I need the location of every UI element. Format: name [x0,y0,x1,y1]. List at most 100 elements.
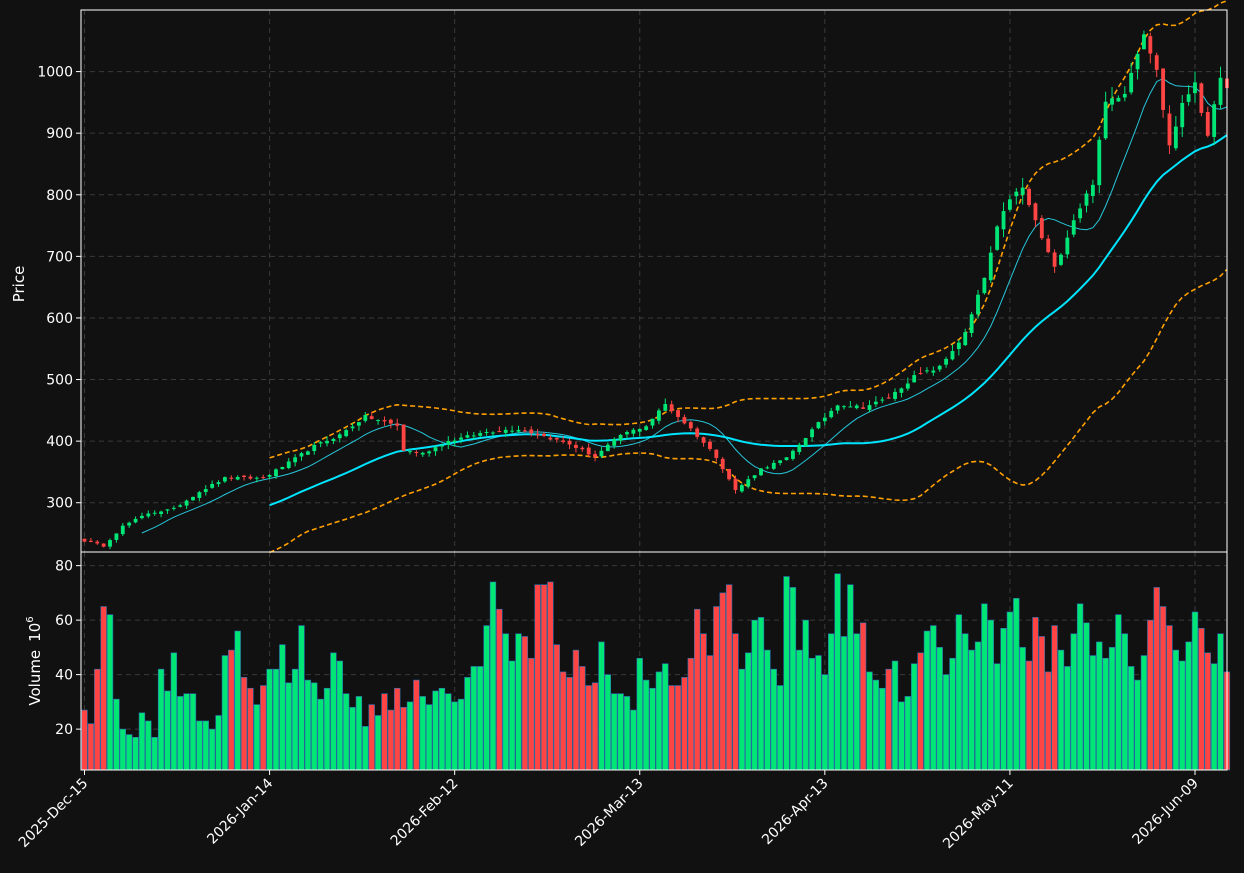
candle-body [854,405,859,409]
volume-bar [291,668,299,771]
candle-body [1135,53,1140,70]
volume-bar [866,671,873,771]
candle-body [146,513,151,517]
volume-bar [355,696,363,771]
volume-bar [821,674,829,771]
candle-body [344,430,349,437]
candle-body [312,444,317,452]
volume-axis-ticks: 20 40 60 80 [55,559,81,738]
volume-bar [106,614,114,771]
volume-panel-frame [80,551,1228,771]
candle-body [235,477,240,480]
volume-bar [381,693,388,771]
volume-bar [183,693,190,771]
volume-bar [1089,655,1097,771]
volume-bar [1210,663,1218,771]
candle-body [491,432,495,434]
candle-body [759,468,763,476]
candle-body [810,429,814,438]
volume-bar [987,619,994,771]
volume-bar [342,693,350,771]
candle-body [893,391,897,399]
candle-body [165,509,170,511]
volume-bar [438,687,446,771]
volume-bar [323,687,331,771]
candle-body [318,442,323,444]
candle-body [956,342,961,350]
candle-body [912,375,917,383]
volume-bar [930,625,937,771]
volume-bar [279,644,286,771]
volume-axis-exponent: 6 [25,616,36,622]
candle-body [216,482,221,485]
candle-body [663,404,668,411]
volume-bar [208,728,216,771]
volume-bar [847,584,854,771]
candle-body [822,417,827,422]
volume-bar [1185,641,1192,771]
volume-bar [445,693,452,771]
volume-bar [1204,652,1211,771]
upper-band-line [269,0,1228,459]
volume-bar [298,625,305,771]
volume-bar [911,663,918,771]
volume-bar [1128,666,1135,771]
volume-axis-label-text: Volume [26,650,44,706]
candle-body [452,440,457,443]
candle-body [159,511,164,515]
candle-body [765,467,770,469]
volume-bar [764,649,771,771]
volume-bar [617,693,624,771]
volume-bar [534,584,541,771]
volume-bar [859,622,867,771]
volume-bar [394,687,401,771]
candle-body [471,435,476,437]
candle-body [108,540,112,547]
volume-bar [94,668,101,771]
candle-body [867,405,872,410]
candle-body [1148,36,1153,54]
volume-bar [585,685,592,771]
candle-body [357,422,361,426]
candle-body [101,543,106,547]
volume-bar [247,687,254,771]
candle-body [1097,139,1102,186]
volume-bar [1076,603,1084,771]
candle-body [816,422,821,429]
candle-body [82,538,87,542]
candle-body [1142,34,1146,50]
candle-body [510,430,515,432]
volume-bar [304,679,312,771]
candle-body [708,441,712,449]
candle-body [1180,102,1185,128]
candle-body [293,457,298,463]
volume-bar [898,701,905,771]
candle-body [1186,94,1191,102]
candle-body [625,432,629,435]
candle-body [229,477,234,479]
price-tick-label: 700 [46,249,73,265]
volume-bar [1115,614,1122,771]
candle-body [395,423,400,426]
volume-bar [240,677,248,771]
volume-bar [266,668,273,771]
volume-tick-label: 60 [55,613,73,629]
candle-body [791,450,795,459]
candle-body [861,407,866,409]
candle-body [280,466,285,470]
volume-bar [553,644,560,771]
candle-body [669,404,674,412]
candle-body [414,451,419,453]
candle-body [988,252,993,281]
candle-body [950,351,955,360]
candle-body [727,469,732,480]
volume-bar [317,698,324,771]
volume-bar [681,677,688,771]
candle-body [599,450,604,457]
long-moving-average-line [269,134,1228,507]
candle-body [650,418,655,426]
price-tick-label: 900 [46,126,73,142]
candle-body [1212,104,1217,137]
volume-bar [1166,625,1173,771]
volume-bar [700,633,707,771]
